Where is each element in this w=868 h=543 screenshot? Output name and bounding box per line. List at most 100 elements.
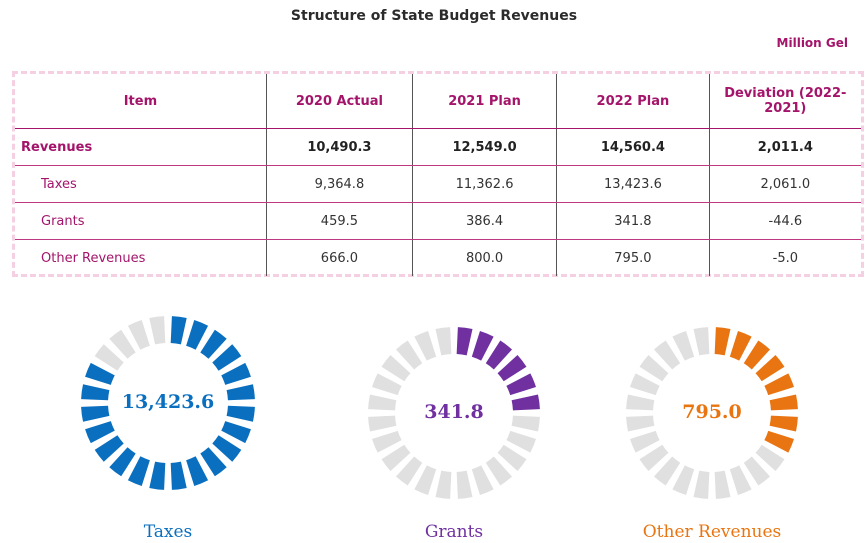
segment-filled [170,316,187,345]
header-cell: Deviation (2022-2021) [708,74,861,129]
segment-empty [414,465,437,495]
segment-empty [743,456,771,486]
donut-label: Taxes [144,522,193,542]
segment-filled [109,447,136,477]
table-cell: Grants [15,202,267,240]
segment-filled [743,340,771,370]
segment-filled [81,405,110,422]
segment-filled [127,456,150,486]
segment-empty [149,316,166,345]
header-cell: 2020 Actual [265,74,413,129]
donut-value: 13,423.6 [122,391,215,413]
table-cell: 12,549.0 [411,128,557,166]
segment-filled [85,421,115,444]
segment-filled [471,331,494,361]
segment-empty [435,327,452,356]
segment-filled [764,430,794,453]
segment-filled [226,384,255,401]
segment-empty [94,344,124,371]
segment-empty [109,329,136,359]
segment-empty [630,430,660,453]
segment-filled [497,354,527,382]
table-cell: 800.0 [411,239,557,276]
table-cell: 795.0 [556,239,710,276]
segment-empty [368,394,397,411]
segment-filled [506,373,536,396]
segment-empty [672,331,695,361]
table-cell: 459.5 [265,202,413,240]
segment-empty [372,430,402,453]
segment-empty [693,470,710,499]
segment-empty [368,415,397,432]
segment-filled [221,362,251,385]
segment-filled [170,461,187,490]
segment-empty [381,354,411,382]
segment-filled [456,327,473,356]
segment-empty [714,470,731,499]
donut-value: 341.8 [424,401,484,423]
segment-empty [435,470,452,499]
table-cell: 341.8 [556,202,710,240]
table-cell: 10,490.3 [265,128,413,166]
segment-filled [221,421,251,444]
table-cell: -44.6 [708,202,861,240]
header-cell: 2022 Plan [556,74,710,129]
segment-empty [471,465,494,495]
donut-value: 795.0 [682,401,742,423]
segment-filled [764,373,794,396]
table-cell: 13,423.6 [556,165,710,203]
table-row: Other Revenues 666.0 800.0 795.0 -5.0 [15,239,861,276]
header-cell: Item [15,74,267,129]
segment-empty [127,320,150,350]
segment-filled [755,354,785,382]
segment-empty [653,340,681,370]
segment-empty [626,415,655,432]
table: Item 2020 Actual 2021 Plan 2022 Plan Deviati… [15,74,861,276]
segment-empty [456,470,473,499]
segment-filled [511,394,540,411]
segment-empty [626,394,655,411]
table-box: Item 2020 Actual 2021 Plan 2022 Plan Deviati… [12,71,864,277]
segment-empty [485,456,513,486]
segment-filled [485,340,513,370]
table-row: Revenues 10,490.3 12,549.0 14,560.4 2,011.4 [15,128,861,166]
segment-empty [672,465,695,495]
segment-filled [769,394,798,411]
segment-empty [497,444,527,472]
segment-empty [755,444,785,472]
table-cell: 2,011.4 [708,128,861,166]
segment-empty [639,444,669,472]
table-cell: 11,362.6 [411,165,557,203]
donut-label: Other Revenues [643,522,782,542]
segment-empty [506,430,536,453]
segment-empty [372,373,402,396]
table-cell: 2,061.0 [708,165,861,203]
title: Structure of State Budget Revenues [290,8,578,24]
segment-filled [149,461,166,490]
segment-filled [212,344,242,371]
segment-filled [81,384,110,401]
segment-filled [769,415,798,432]
segment-empty [630,373,660,396]
table-row: Grants 459.5 386.4 341.8 -44.6 [15,202,861,240]
segment-filled [729,331,752,361]
table-cell: Taxes [15,165,267,203]
segment-filled [714,327,731,356]
table-cell: Other Revenues [41,250,146,266]
segment-empty [414,331,437,361]
unit: Million Gel [776,36,848,50]
segment-empty [511,415,540,432]
segment-empty [653,456,681,486]
segment-empty [395,456,423,486]
segment-empty [381,444,411,472]
table-cell: 386.4 [411,202,557,240]
segment-filled [186,456,209,486]
table-cell: -5.0 [708,239,861,276]
table-cell: 9,364.8 [265,165,413,203]
segment-filled [94,435,124,462]
segment-empty [729,465,752,495]
segment-filled [212,435,242,462]
header-cell: 2021 Plan [411,74,557,129]
